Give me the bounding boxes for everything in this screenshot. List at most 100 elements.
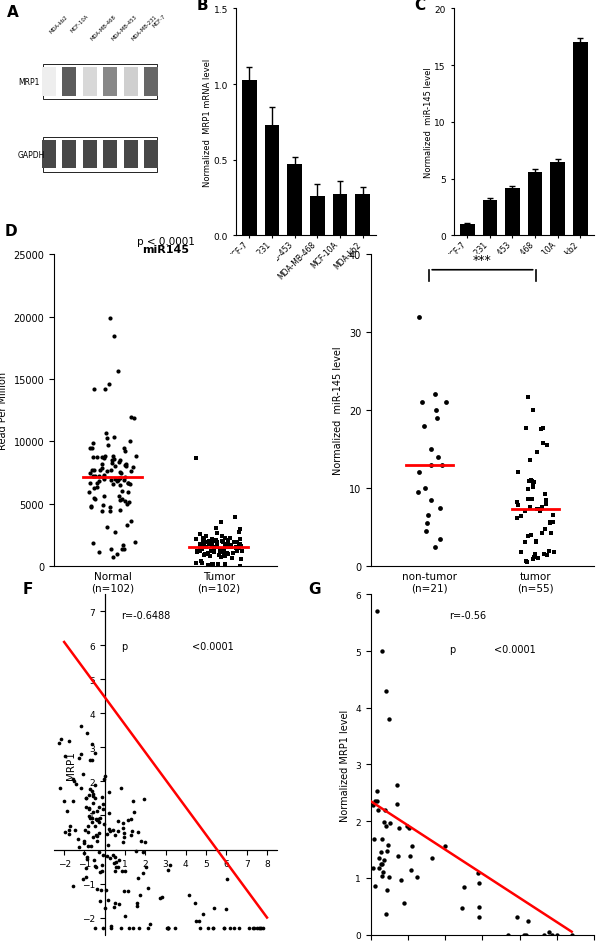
Point (209, 545, 219, 560)
Point (544, 924, 554, 939)
Point (196, 539, 206, 554)
Bar (505, 189, 520, 236)
Point (191, 531, 201, 547)
Point (374, 860, 383, 875)
Point (212, 539, 221, 554)
Point (106, 920, 116, 936)
Point (432, 411, 442, 426)
Point (414, 310, 424, 325)
Point (110, 525, 119, 540)
Text: p < 0.0001: p < 0.0001 (137, 237, 194, 247)
Point (100, 472, 109, 487)
Point (544, 544, 553, 559)
Point (381, 683, 391, 699)
Point (55, 735, 64, 750)
Point (56, 732, 65, 747)
Point (406, 863, 416, 878)
Point (232, 544, 242, 559)
Point (112, 547, 122, 562)
Point (98, 797, 108, 812)
Point (100, 382, 110, 397)
Point (422, 516, 431, 531)
Bar (42, 68, 56, 96)
Point (92, 476, 102, 491)
Point (191, 556, 200, 571)
Point (379, 852, 388, 868)
Point (370, 794, 380, 809)
Point (198, 906, 208, 921)
Point (218, 534, 228, 549)
Point (123, 477, 133, 492)
Point (103, 520, 112, 535)
Point (530, 550, 539, 565)
Point (218, 542, 228, 557)
Point (123, 477, 133, 492)
Point (234, 539, 244, 554)
Point (162, 920, 172, 936)
Point (224, 533, 233, 548)
Point (113, 824, 123, 839)
Point (119, 441, 129, 456)
Point (92, 449, 102, 464)
Point (520, 535, 530, 550)
Point (106, 463, 115, 478)
Point (86, 498, 95, 514)
Point (78, 871, 88, 886)
Point (89, 480, 99, 496)
Point (420, 481, 430, 497)
Point (129, 411, 139, 426)
Point (221, 557, 230, 572)
Point (203, 546, 213, 561)
Point (100, 901, 110, 916)
Point (201, 540, 211, 555)
Point (538, 421, 548, 436)
Point (116, 781, 126, 796)
Bar (287, 165, 302, 236)
Point (102, 430, 112, 446)
Point (382, 844, 392, 859)
Point (76, 780, 86, 795)
Point (377, 868, 387, 884)
Point (207, 531, 217, 547)
Point (88, 436, 98, 451)
Point (540, 487, 550, 502)
Point (386, 816, 395, 831)
Point (221, 539, 230, 554)
Point (98, 920, 108, 936)
Point (521, 421, 531, 436)
Point (130, 804, 139, 819)
Point (94, 815, 104, 830)
Point (84, 801, 94, 817)
Point (513, 464, 523, 480)
Point (62, 803, 71, 818)
Point (531, 533, 541, 548)
Point (88, 796, 98, 811)
Point (385, 869, 394, 885)
Point (109, 430, 119, 446)
Point (223, 535, 233, 550)
Point (94, 844, 104, 859)
Point (118, 538, 128, 553)
Point (95, 893, 104, 908)
Point (526, 473, 536, 488)
Point (196, 537, 205, 552)
Point (200, 548, 210, 563)
Point (69, 774, 79, 789)
Point (208, 557, 218, 572)
Point (166, 858, 175, 873)
Bar (528, 173, 542, 236)
Point (131, 449, 140, 464)
Point (163, 863, 173, 878)
Text: p: p (121, 641, 127, 651)
Point (236, 552, 245, 567)
Point (138, 866, 148, 881)
Point (553, 927, 562, 942)
Point (95, 865, 105, 880)
Point (372, 793, 382, 808)
Text: MRP1: MRP1 (18, 78, 40, 87)
Point (99, 451, 109, 466)
Point (97, 863, 106, 878)
Point (209, 901, 219, 916)
Point (525, 499, 535, 514)
Point (97, 883, 106, 898)
